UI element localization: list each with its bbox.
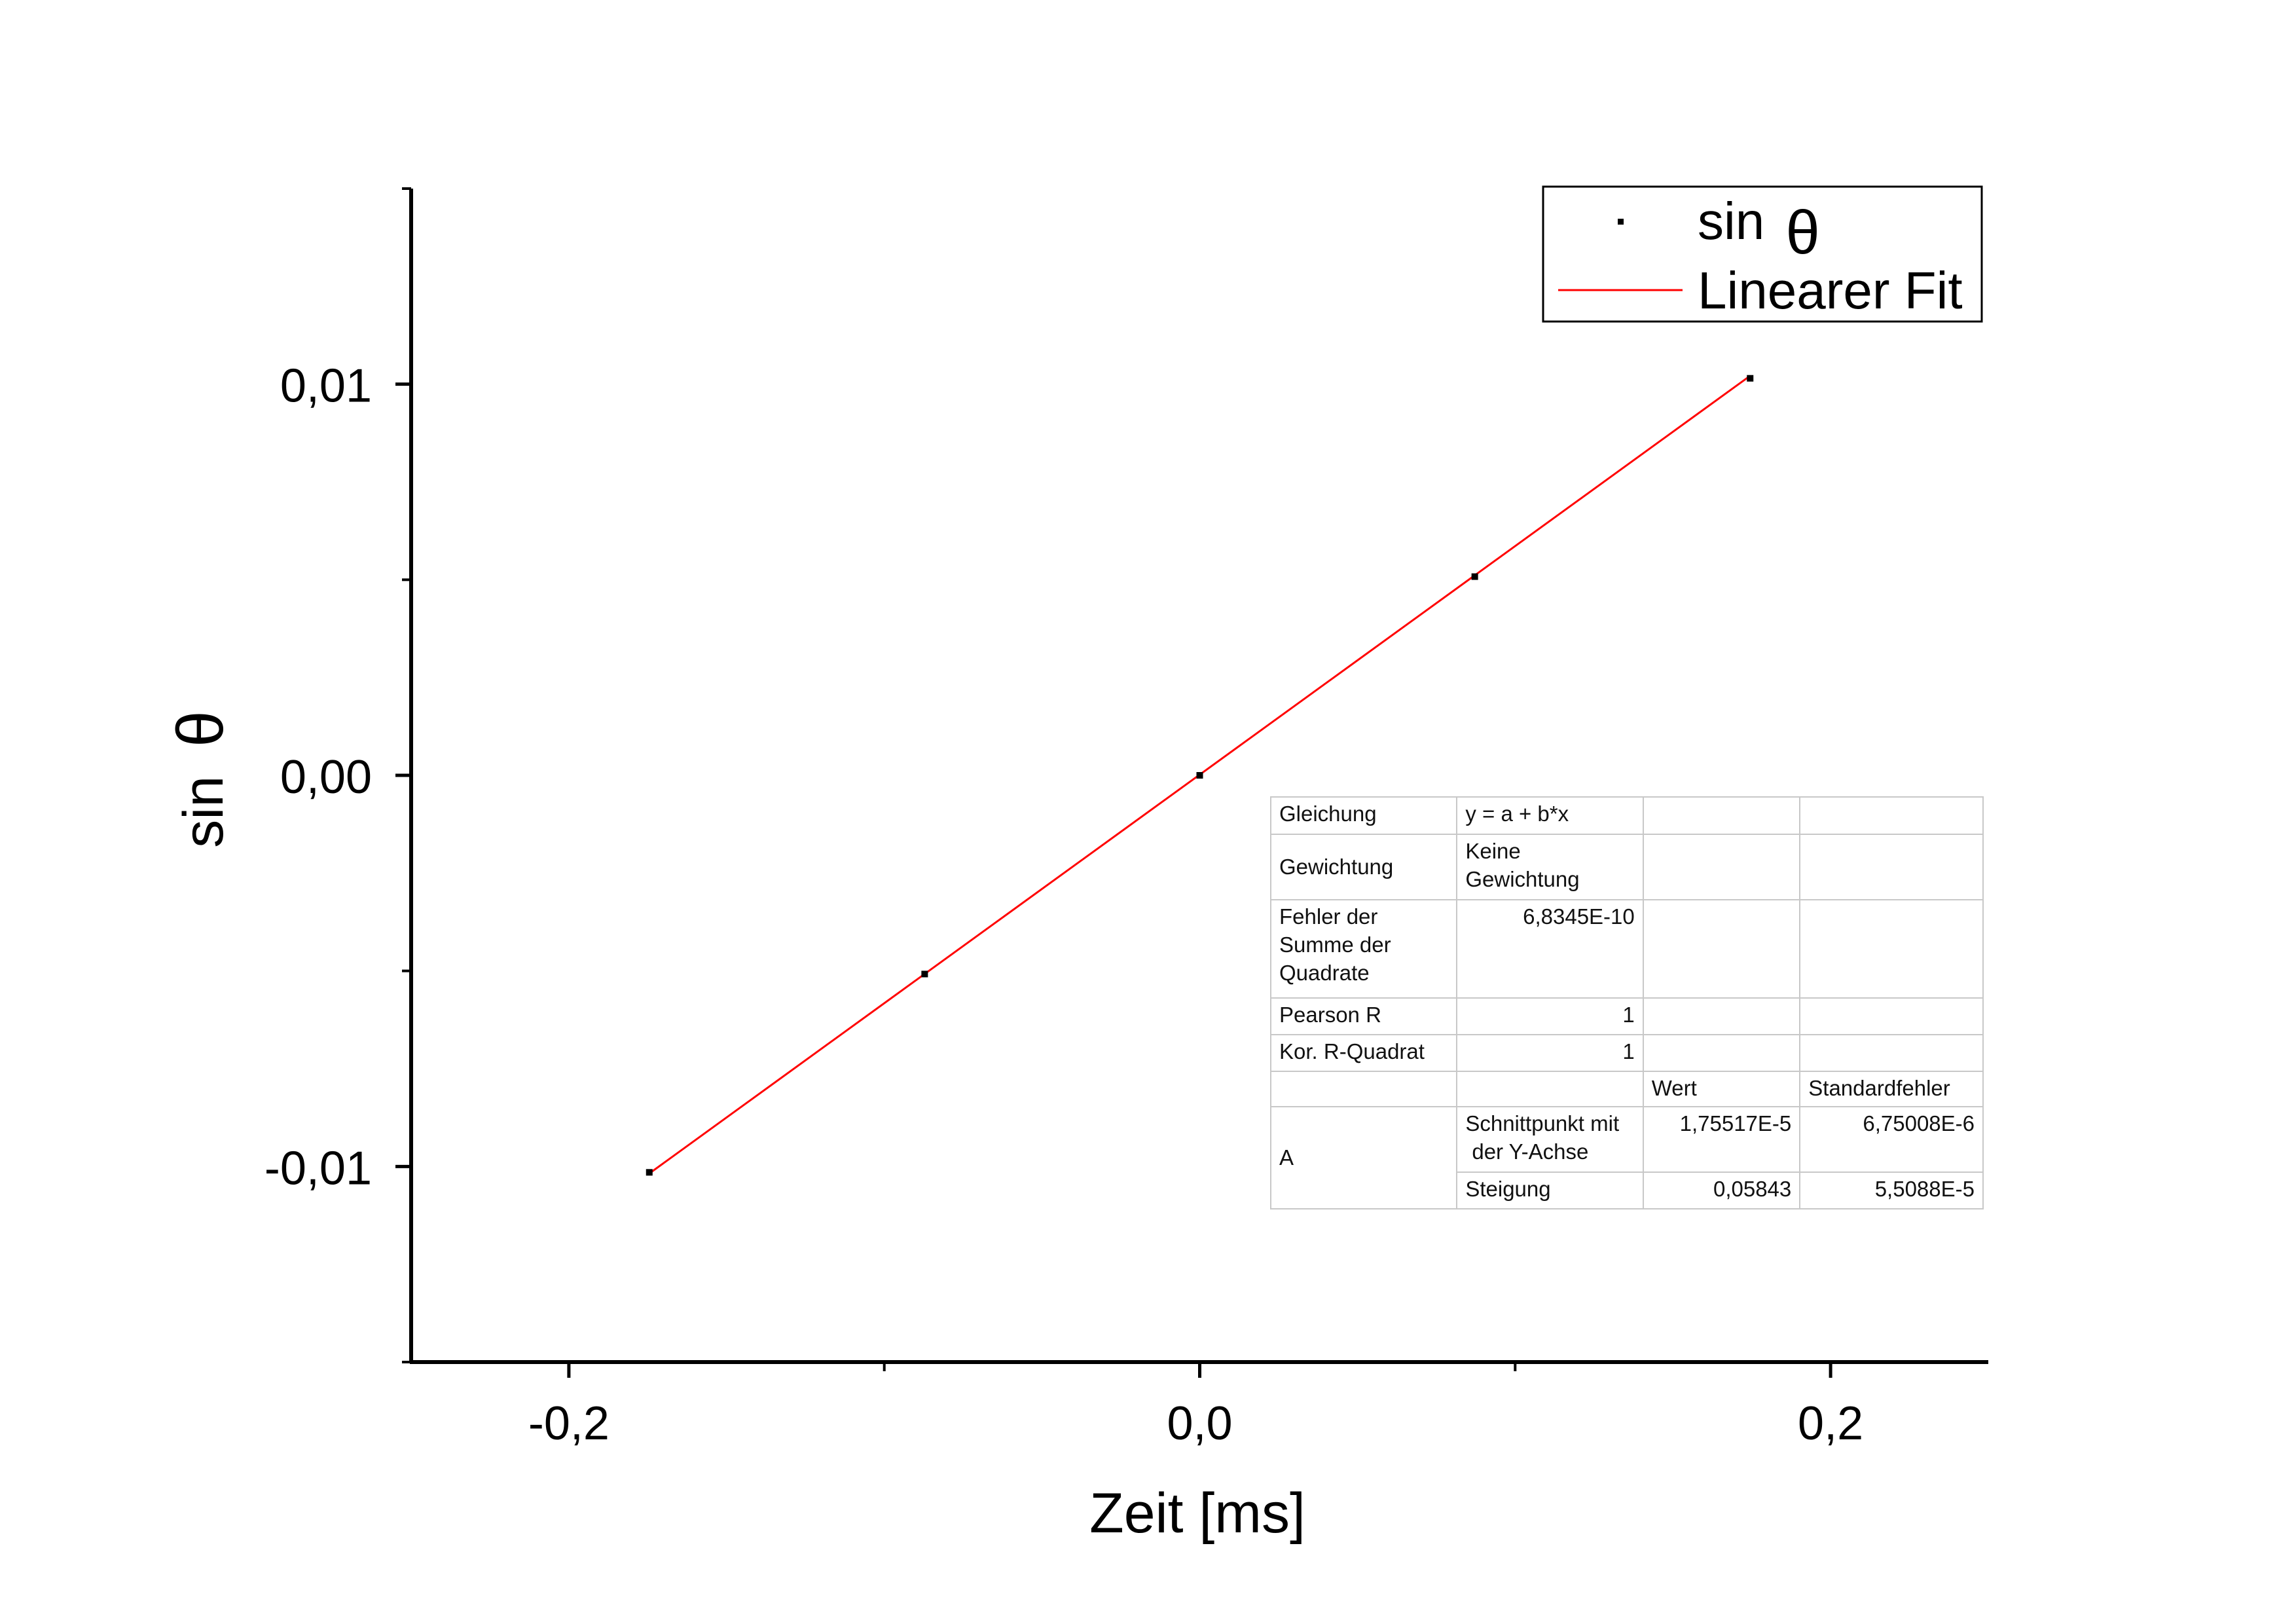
schnittpunkt-label-line-1: Schnittpunkt mit (1465, 1111, 1620, 1135)
pearson-label: Pearson R (1269, 997, 1458, 1035)
empty-cell (1269, 1071, 1458, 1107)
empty-cell (1642, 997, 1801, 1035)
legend-point-marker (1618, 219, 1624, 225)
data-point (1471, 573, 1478, 580)
x-tick-label: 0,0 (1167, 1397, 1232, 1450)
y-tick-label: 0,01 (280, 360, 372, 413)
table-row: Wert Standardfehler (1269, 1071, 1984, 1107)
steigung-label: Steigung (1456, 1172, 1644, 1209)
schnittpunkt-label-line-2: der Y-Achse (1472, 1139, 1589, 1164)
fehler-label: Fehler der Summe der Quadrate (1269, 899, 1458, 999)
legend: sin θ Linearer Fit (1542, 185, 1983, 323)
x-axis-title: Zeit [ms] (1089, 1482, 1305, 1545)
empty-cell (1642, 1034, 1801, 1072)
schnittpunkt-wert: 1,75517E-5 (1642, 1106, 1801, 1173)
legend-entry-sin-symbol: θ (1786, 198, 1820, 267)
data-point (646, 1169, 653, 1176)
empty-cell (1799, 899, 1984, 999)
table-row: Gewichtung Keine Gewichtung (1269, 834, 1984, 900)
pearson-value: 1 (1456, 997, 1644, 1035)
kor-value: 1 (1456, 1034, 1644, 1072)
empty-cell (1799, 796, 1984, 835)
legend-entry-sin: sin θ (1698, 192, 1820, 267)
legend-entry-fit: Linearer Fit (1698, 261, 1963, 320)
standardfehler-header: Standardfehler (1799, 1071, 1984, 1107)
fehler-label-line-2: Summe der (1279, 932, 1391, 957)
y-tick-label: -0,01 (264, 1142, 372, 1194)
gleichung-value: y = a + b*x (1456, 796, 1644, 835)
empty-cell (1642, 834, 1801, 900)
empty-cell (1799, 1034, 1984, 1072)
legend-box (1542, 185, 1983, 323)
gleichung-label: Gleichung (1269, 796, 1458, 835)
fehler-label-line-1: Fehler der (1279, 904, 1378, 929)
steigung-standardfehler: 5,5088E-5 (1799, 1172, 1984, 1209)
table-row: A Schnittpunkt mit der Y-Achse 1,75517E-… (1269, 1106, 1984, 1209)
wert-header: Wert (1642, 1071, 1801, 1107)
y-axis-title: sin θ (164, 710, 237, 847)
data-point (1747, 375, 1754, 382)
data-point (921, 970, 928, 978)
data-points-layer (646, 375, 1754, 1176)
fit-results-table: Gleichung y = a + b*x Gewichtung Keine G… (1269, 796, 1984, 1209)
table-row: Steigung 0,05843 5,5088E-5 (1271, 1172, 1984, 1209)
kor-label: Kor. R-Quadrat (1269, 1034, 1458, 1072)
gewichtung-label: Gewichtung (1269, 834, 1458, 900)
legend-entry-sin-text: sin (1698, 192, 1764, 250)
x-tick-label: -0,2 (528, 1397, 610, 1450)
data-point (1196, 772, 1203, 779)
table-row: Fehler der Summe der Quadrate 6,8345E-10 (1269, 899, 1984, 999)
steigung-wert: 0,05843 (1642, 1172, 1801, 1209)
empty-cell (1642, 796, 1801, 835)
table-row: Kor. R-Quadrat 1 (1269, 1034, 1984, 1072)
table-row: Gleichung y = a + b*x (1269, 796, 1984, 835)
y-tick-label: 0,00 (280, 751, 372, 803)
fehler-value: 6,8345E-10 (1456, 899, 1644, 999)
schnittpunkt-standardfehler: 6,75008E-6 (1799, 1106, 1984, 1173)
schnittpunkt-label: Schnittpunkt mit der Y-Achse (1456, 1106, 1644, 1173)
x-tick-label: 0,2 (1798, 1397, 1863, 1450)
empty-cell (1799, 834, 1984, 900)
a-label: A (1269, 1106, 1458, 1209)
table-row: Pearson R 1 (1269, 997, 1984, 1035)
y-axis-title-text: sin (172, 776, 235, 848)
gewichtung-value: Keine Gewichtung (1456, 834, 1644, 900)
empty-cell (1799, 997, 1984, 1035)
empty-cell (1642, 899, 1801, 999)
fehler-label-line-3: Quadrate (1279, 960, 1370, 985)
svg-text:sin θ: sin θ (164, 710, 237, 847)
y-axis-title-symbol: θ (164, 710, 237, 747)
empty-cell (1456, 1071, 1644, 1107)
axes: -0,01 0,00 0,01 -0,2 0,0 0,2 (264, 187, 1988, 1450)
